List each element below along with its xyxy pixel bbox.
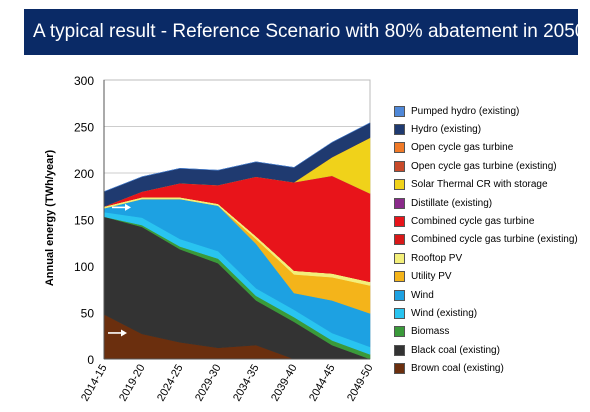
legend-label: Combined cycle gas turbine (existing) bbox=[411, 234, 578, 246]
legend-swatch bbox=[394, 326, 405, 338]
y-tick-label: 50 bbox=[81, 307, 95, 321]
legend-label: Wind bbox=[411, 289, 434, 301]
legend-item: Utility PV bbox=[394, 270, 452, 284]
x-tick-label: 2049-50 bbox=[345, 363, 376, 404]
legend-item: Wind bbox=[394, 288, 434, 302]
legend-item: Open cycle gas turbine (existing) bbox=[394, 159, 557, 173]
legend-item: Biomass bbox=[394, 325, 449, 339]
y-tick-label: 200 bbox=[74, 167, 94, 181]
legend-swatch bbox=[394, 252, 405, 264]
title-banner bbox=[24, 9, 578, 55]
annotation-arrowhead bbox=[125, 203, 131, 211]
legend-swatch bbox=[394, 215, 405, 227]
legend-label: Open cycle gas turbine bbox=[411, 142, 514, 154]
legend-swatch bbox=[394, 271, 405, 283]
legend-item: Combined cycle gas turbine (existing) bbox=[394, 233, 578, 247]
legend-label: Wind (existing) bbox=[411, 307, 478, 319]
legend-swatch bbox=[394, 307, 405, 319]
legend-item: Wind (existing) bbox=[394, 306, 477, 320]
legend-label: Biomass bbox=[411, 326, 450, 338]
legend-label: Open cycle gas turbine (existing) bbox=[411, 160, 557, 172]
legend-item: Open cycle gas turbine bbox=[394, 141, 513, 155]
x-tick-label: 2034-35 bbox=[231, 363, 262, 404]
x-tick-label: 2014-15 bbox=[79, 363, 110, 404]
legend-swatch bbox=[394, 344, 405, 356]
legend-label: Rooftop PV bbox=[411, 252, 463, 264]
legend-label: Distillate (existing) bbox=[411, 197, 493, 209]
legend-item: Rooftop PV bbox=[394, 251, 462, 265]
legend-label: Black coal (existing) bbox=[411, 344, 500, 356]
legend-swatch bbox=[394, 197, 405, 209]
legend-label: Hydro (existing) bbox=[411, 123, 482, 135]
legend-label: Utility PV bbox=[411, 271, 452, 283]
legend-swatch bbox=[394, 105, 405, 117]
legend-label: Pumped hydro (existing) bbox=[411, 105, 520, 117]
y-tick-label: 0 bbox=[87, 353, 94, 367]
y-tick-label: 100 bbox=[74, 260, 94, 274]
legend-label: Solar Thermal CR with storage bbox=[411, 179, 548, 191]
x-tick-label: 2019-20 bbox=[117, 363, 148, 404]
y-tick-label: 300 bbox=[74, 74, 94, 88]
x-tick-label: 2024-25 bbox=[155, 363, 186, 404]
legend-swatch bbox=[394, 142, 405, 154]
annotation-arrowhead bbox=[121, 329, 127, 337]
legend-swatch bbox=[394, 363, 405, 375]
legend-item: Combined cycle gas turbine bbox=[394, 214, 534, 228]
legend-item: Hydro (existing) bbox=[394, 122, 481, 136]
y-tick-label: 150 bbox=[74, 214, 94, 228]
legend-swatch bbox=[394, 234, 405, 246]
legend-swatch bbox=[394, 123, 405, 135]
x-tick-label: 2044-45 bbox=[307, 363, 338, 404]
x-tick-label: 2039-40 bbox=[269, 363, 300, 404]
legend-swatch bbox=[394, 289, 405, 301]
x-tick-label: 2029-30 bbox=[193, 363, 224, 404]
legend-item: Pumped hydro (existing) bbox=[394, 104, 519, 118]
y-tick-label: 250 bbox=[74, 121, 94, 135]
legend-item: Brown coal (existing) bbox=[394, 362, 504, 376]
area-pumped-hydro-existing bbox=[103, 122, 371, 192]
y-axis-label: Annual energy (TWh/year) bbox=[44, 149, 56, 287]
legend-item: Black coal (existing) bbox=[394, 343, 500, 357]
legend-item: Distillate (existing) bbox=[394, 196, 492, 210]
legend-item: Solar Thermal CR with storage bbox=[394, 178, 548, 192]
legend-label: Brown coal (existing) bbox=[411, 363, 504, 375]
chart-title: A typical result - Reference Scenario wi… bbox=[33, 21, 586, 42]
legend-label: Combined cycle gas turbine bbox=[411, 215, 535, 227]
legend-swatch bbox=[394, 160, 405, 172]
legend-swatch bbox=[394, 179, 405, 191]
